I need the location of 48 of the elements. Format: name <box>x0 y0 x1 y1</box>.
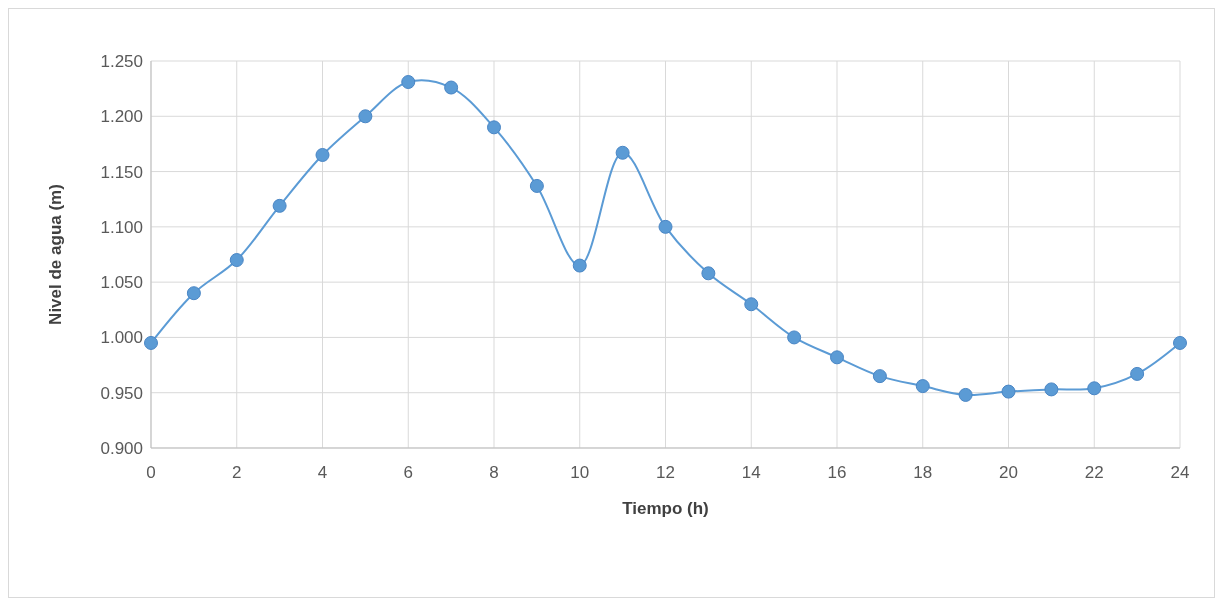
x-tick-label: 12 <box>656 463 675 482</box>
point <box>744 297 759 312</box>
y-tick-label: 1.150 <box>100 162 143 182</box>
y-tick-label: 0.950 <box>100 383 143 403</box>
point <box>1173 335 1187 350</box>
point <box>186 286 201 301</box>
x-tick-label: 18 <box>913 463 933 482</box>
point <box>958 387 973 402</box>
point <box>444 80 459 95</box>
point <box>1044 382 1059 397</box>
x-tick-label: 6 <box>403 463 413 482</box>
y-tick-label: 0.900 <box>100 438 143 458</box>
x-tick-label: 20 <box>999 463 1018 482</box>
y-tick-label: 1.200 <box>100 107 143 127</box>
point <box>915 379 930 394</box>
point <box>1001 384 1016 399</box>
y-tick-label: 1.050 <box>100 273 143 293</box>
point <box>529 178 544 193</box>
point <box>229 253 244 268</box>
x-tick-label: 8 <box>489 463 499 482</box>
point <box>701 266 716 281</box>
point <box>872 369 887 384</box>
x-tick-label: 0 <box>146 463 156 482</box>
y-tick-label: 1.000 <box>100 328 143 348</box>
point <box>658 219 673 234</box>
x-axis-title: Tiempo (h) <box>622 499 709 518</box>
point <box>272 198 287 213</box>
point <box>401 75 416 90</box>
point <box>315 147 330 162</box>
x-tick-label: 10 <box>570 463 590 482</box>
x-tick-label: 22 <box>1084 463 1104 482</box>
x-tick-label: 2 <box>232 463 242 482</box>
point <box>487 120 501 135</box>
point <box>830 350 844 365</box>
x-tick-label: 16 <box>827 463 847 482</box>
point <box>358 109 373 124</box>
point <box>1130 366 1145 381</box>
x-tick-label: 4 <box>317 463 328 482</box>
point <box>787 330 802 345</box>
point <box>572 258 587 273</box>
point <box>1087 381 1102 396</box>
y-tick-label: 1.250 <box>100 51 143 71</box>
x-tick-label: 14 <box>741 463 761 482</box>
point <box>144 335 158 350</box>
y-axis-title: Nivel de agua (m) <box>46 184 65 325</box>
y-tick-label: 1.100 <box>100 217 143 237</box>
x-tick-label: 24 <box>1170 463 1190 482</box>
point <box>615 145 630 160</box>
